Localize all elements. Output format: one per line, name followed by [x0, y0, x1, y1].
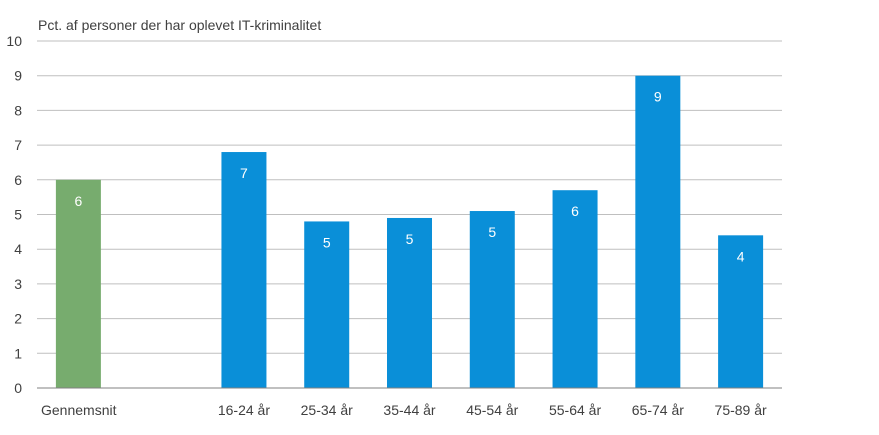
y-tick-label: 2 [14, 311, 22, 327]
data-label: 6 [571, 203, 579, 219]
data-label: 9 [654, 89, 662, 105]
data-label: 7 [240, 165, 248, 181]
x-category-label: 75-89 år [715, 402, 767, 418]
data-label: 5 [488, 224, 496, 240]
y-tick-label: 0 [14, 380, 22, 396]
y-tick-label: 5 [14, 207, 22, 223]
bar-65-74-år [635, 75, 681, 388]
x-category-label: 65-74 år [632, 402, 684, 418]
y-tick-label: 3 [14, 276, 22, 292]
y-tick-label: 1 [14, 345, 22, 361]
x-category-label: 45-54 år [466, 402, 518, 418]
y-axis-title: Pct. af personer der har oplevet IT-krim… [38, 17, 321, 33]
data-label: 5 [406, 231, 414, 247]
x-category-label: 16-24 år [218, 402, 270, 418]
bar-gennemsnit [55, 179, 101, 388]
y-tick-label: 4 [14, 241, 22, 257]
bar-16-24-år [221, 152, 267, 388]
x-category-label: 35-44 år [383, 402, 435, 418]
x-category-label: Gennemsnit [41, 402, 117, 418]
data-label: 6 [74, 193, 82, 209]
data-label: 4 [737, 248, 745, 264]
bar-35-44-år [387, 217, 432, 388]
y-tick-label: 10 [6, 33, 22, 49]
gridlines [37, 40, 782, 354]
y-tick-label: 8 [14, 102, 22, 118]
labels: 0 1 2 3 4 5 6 7 8 9 10 6 Gennemsnit 7 16-24 år 5 25-34 å… [6, 33, 767, 418]
y-tick-label: 6 [14, 172, 22, 188]
y-tick-label: 7 [14, 137, 22, 153]
bar-45-54-år [469, 211, 515, 388]
bar-75-89-år [718, 235, 764, 388]
bars [55, 75, 764, 388]
y-tick-label: 9 [14, 68, 22, 84]
x-category-label: 55-64 år [549, 402, 601, 418]
bar-55-64-år [552, 190, 598, 388]
x-category-label: 25-34 år [301, 402, 353, 418]
bar-25-34-år [304, 221, 350, 388]
data-label: 5 [323, 234, 331, 250]
